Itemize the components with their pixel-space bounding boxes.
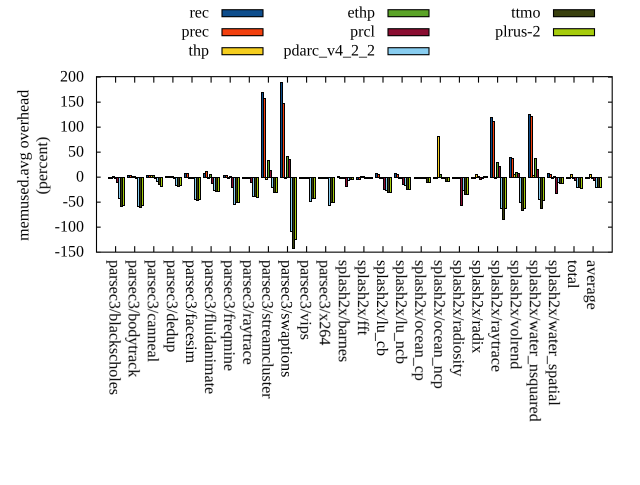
svg-text:parsec3/streamcluster: parsec3/streamcluster	[258, 260, 275, 399]
svg-text:splash2x/lu_ncb: splash2x/lu_ncb	[392, 260, 409, 364]
svg-text:memused.avg overhead: memused.avg overhead	[15, 90, 32, 241]
svg-text:rec: rec	[189, 4, 209, 21]
svg-text:100: 100	[60, 118, 84, 135]
svg-text:splash2x/ocean_ncp: splash2x/ocean_ncp	[430, 260, 447, 389]
svg-text:-50: -50	[63, 193, 84, 210]
svg-text:parsec3/fluidanimate: parsec3/fluidanimate	[201, 260, 218, 394]
svg-text:parsec3/bodytrack: parsec3/bodytrack	[125, 260, 142, 377]
svg-text:parsec3/blackscholes: parsec3/blackscholes	[106, 260, 123, 395]
svg-text:plrus-2: plrus-2	[495, 23, 540, 40]
svg-text:prec: prec	[181, 23, 209, 40]
svg-text:thp: thp	[189, 42, 209, 59]
svg-text:-100: -100	[55, 218, 84, 235]
svg-text:splash2x/volrend: splash2x/volrend	[507, 260, 524, 369]
svg-text:splash2x/raytrace: splash2x/raytrace	[488, 260, 505, 372]
svg-text:splash2x/radiosity: splash2x/radiosity	[449, 260, 466, 376]
svg-text:(percent): (percent)	[34, 137, 51, 195]
svg-text:parsec3/facesim: parsec3/facesim	[182, 260, 199, 364]
svg-text:parsec3/vips: parsec3/vips	[297, 260, 314, 340]
svg-text:parsec3/freqmine: parsec3/freqmine	[220, 260, 237, 371]
svg-text:splash2x/ocean_cp: splash2x/ocean_cp	[411, 260, 428, 381]
svg-text:ethp: ethp	[347, 4, 375, 21]
svg-text:parsec3/canneal: parsec3/canneal	[144, 260, 161, 363]
svg-text:total: total	[564, 260, 581, 289]
svg-text:prcl: prcl	[350, 23, 375, 40]
svg-text:splash2x/water_spatial: splash2x/water_spatial	[545, 260, 562, 406]
svg-text:splash2x/lu_cb: splash2x/lu_cb	[373, 260, 390, 356]
svg-text:splash2x/barnes: splash2x/barnes	[335, 260, 352, 362]
svg-text:pdarc_v4_2_2: pdarc_v4_2_2	[283, 42, 375, 59]
svg-text:parsec3/swaptions: parsec3/swaptions	[278, 260, 295, 377]
svg-text:200: 200	[60, 68, 84, 85]
svg-text:splash2x/radix: splash2x/radix	[469, 260, 486, 353]
svg-text:parsec3/dedup: parsec3/dedup	[163, 260, 180, 352]
svg-text:-150: -150	[55, 243, 84, 260]
svg-text:0: 0	[76, 168, 84, 185]
svg-text:50: 50	[68, 143, 84, 160]
svg-text:ttmo: ttmo	[511, 4, 540, 21]
svg-text:splash2x/fft: splash2x/fft	[354, 260, 371, 336]
svg-text:parsec3/x264: parsec3/x264	[316, 260, 333, 345]
svg-text:splash2x/water_nsquared: splash2x/water_nsquared	[526, 260, 543, 422]
svg-text:parsec3/raytrace: parsec3/raytrace	[239, 260, 256, 365]
svg-text:150: 150	[60, 93, 84, 110]
svg-text:average: average	[583, 260, 600, 310]
